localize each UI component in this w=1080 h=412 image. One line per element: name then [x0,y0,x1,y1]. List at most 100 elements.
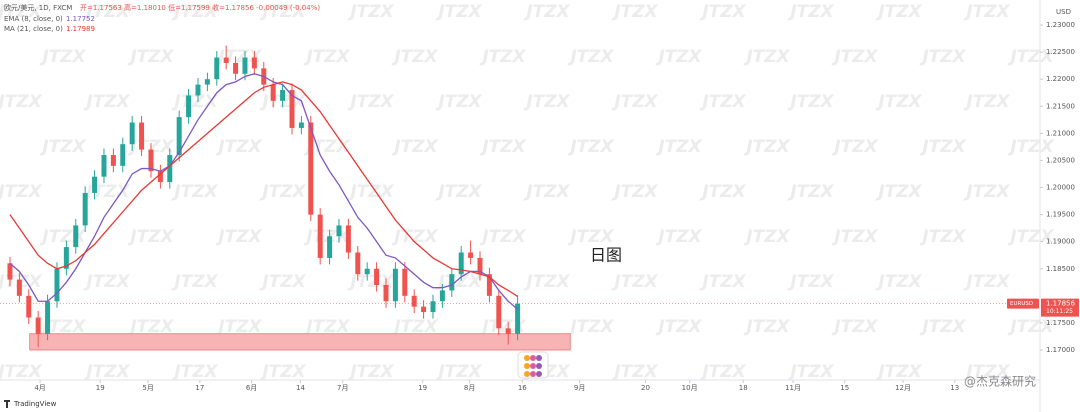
candle-body [16,279,22,296]
y-tick-label: 1.17000 [1046,346,1075,354]
watermark: JTZX [39,137,86,157]
candle-body [383,285,389,302]
y-tick-label: 1.21500 [1046,102,1075,110]
watermark: JTZX [479,227,526,247]
y-tick-label: 1.20000 [1046,184,1075,192]
watermark: JTZX [127,317,174,337]
legend-value: 1.17752 [66,15,95,23]
watermark: JTZX [831,47,878,67]
candle-body [223,57,229,63]
x-tick-label: 14 [296,384,305,392]
watermark: JTZX [39,47,86,67]
legend-name: MA (21, close, 0) [4,25,63,33]
watermark: JTZX [39,227,86,247]
credit: @杰克森研究 [964,374,1036,389]
candle-body [186,95,192,118]
candle-body [402,268,408,296]
watermark: JTZX [919,317,966,337]
watermark: JTZX [699,272,746,292]
watermark: JTZX [831,227,878,247]
watermark: JTZX [743,227,790,247]
watermark: JTZX [919,227,966,247]
candle-body [45,301,51,334]
watermark: JTZX [259,272,306,292]
watermark: JTZX [435,182,482,202]
watermark: JTZX [83,272,130,292]
candle-body [496,295,502,329]
y-tick-label: 1.20500 [1046,156,1075,164]
watermark: JTZX [171,2,218,22]
x-tick-label: 19 [418,384,427,392]
watermark: JTZX [83,362,130,382]
watermark: JTZX [171,92,218,112]
currency: USD [1056,8,1071,16]
candle-body [280,90,286,101]
y-tick-label: 1.17500 [1046,319,1075,327]
y-tick-label: 1.18500 [1046,265,1075,273]
candle-body [458,252,464,275]
x-tick-label: 6月 [246,384,257,392]
x-tick-label: 10月 [682,384,698,392]
candle-body [92,176,98,193]
candle-body [35,317,41,334]
y-tick-label: 1.23000 [1046,21,1075,29]
watermark: JTZX [611,272,658,292]
candle-body [336,225,342,237]
watermark: JTZX [611,362,658,382]
candle-body [374,268,380,285]
watermark: JTZX [787,92,834,112]
watermark: JTZX [567,227,614,247]
indicator-line [9,81,518,297]
watermark: JTZX [215,137,262,157]
x-tick-label: 5月 [142,384,153,392]
watermark: JTZX [611,2,658,22]
watermark: JTZX [831,317,878,337]
candle-body [411,295,417,307]
watermark: JTZX [875,362,922,382]
watermark: JTZX [743,317,790,337]
legend-value: 1.17989 [66,25,95,33]
watermark: JTZX [39,317,86,337]
watermark: JTZX [303,47,350,67]
watermark: JTZX [83,92,130,112]
indicator-line [9,73,519,310]
x-tick-label: 20 [641,384,650,392]
candle-body [364,268,370,275]
watermark: JTZX [259,182,306,202]
watermark: JTZX [0,2,43,22]
watermark: JTZX [699,2,746,22]
watermark: JTZX [963,2,1010,22]
watermark: JTZX [0,92,43,112]
candle-body [110,155,116,166]
watermark: JTZX [347,182,394,202]
candle-body [392,268,398,302]
candle-body [355,252,361,275]
x-tick-label: 13 [950,384,959,392]
watermark: JTZX [215,227,262,247]
watermark: JTZX [1007,137,1054,157]
candle-body [327,236,333,258]
watermark: JTZX [259,362,306,382]
watermark: JTZX [787,272,834,292]
watermark: JTZX [391,137,438,157]
watermark: JTZX [127,227,174,247]
watermark: JTZX [479,137,526,157]
watermark: JTZX [347,362,394,382]
x-tick-label: 4月 [34,384,45,392]
watermark: JTZX [83,182,130,202]
candle-body [468,252,474,258]
event-icons [517,351,549,379]
ohlc-readout: 开=1.17563 高=1.18010 低=1.17599 收=1.17856 … [80,3,320,12]
candle-body [251,57,257,69]
watermark: JTZX [523,182,570,202]
watermark: JTZX [435,92,482,112]
watermark: JTZX [171,182,218,202]
candle-body [515,303,521,334]
watermarks: JTZX JTZX JTZX JTZX JTZX JTZX JTZX JTZX JTZX JTZX… [0,2,1055,382]
watermark: JTZX [655,47,702,67]
x-tick-label: 16 [518,384,527,392]
candle-body [486,274,492,296]
candle-body [289,90,295,128]
watermark: JTZX [875,182,922,202]
watermark: JTZX [215,317,262,337]
